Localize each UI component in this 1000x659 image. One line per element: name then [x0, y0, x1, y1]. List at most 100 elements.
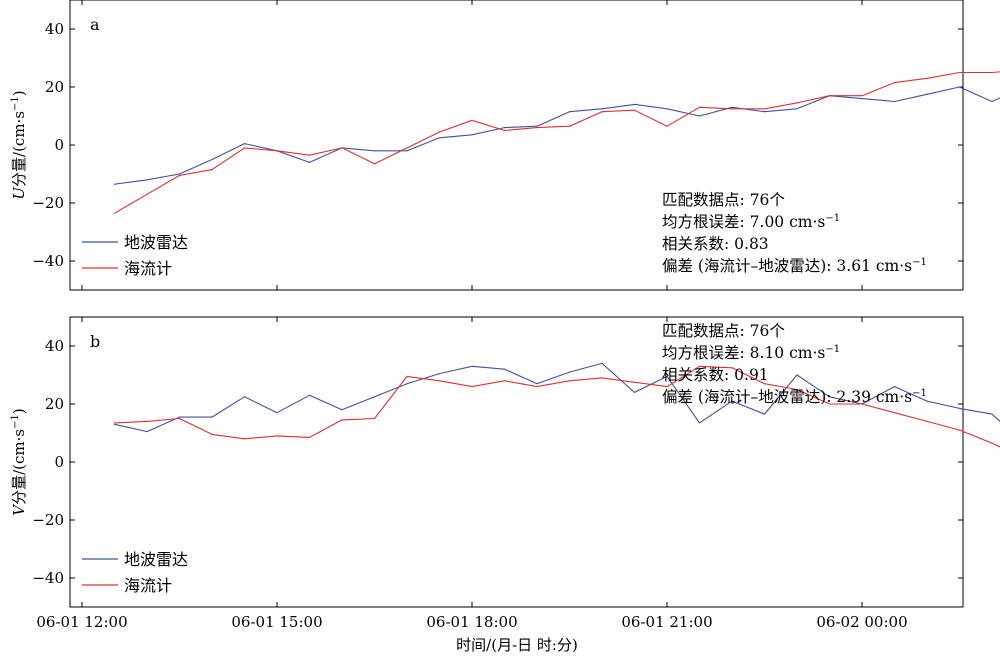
data-point-0 — [308, 161, 311, 163]
y-axis-label-close: ) — [10, 408, 28, 414]
data-point-0 — [536, 125, 538, 127]
data-point-0 — [406, 150, 408, 152]
data-point-1 — [568, 125, 571, 127]
data-point-0 — [893, 386, 896, 388]
data-point-0 — [796, 374, 798, 376]
data-point-1 — [178, 417, 181, 420]
data-point-0 — [503, 127, 506, 129]
data-point-1 — [536, 127, 538, 129]
data-point-1 — [926, 420, 928, 422]
data-point-1 — [243, 147, 246, 149]
data-point-0 — [146, 179, 148, 181]
data-point-0 — [731, 400, 733, 402]
data-point-0 — [471, 134, 473, 136]
data-point-1 — [536, 386, 538, 388]
y-axis-label: V分量/(cm·s−1) — [10, 408, 28, 515]
data-point-1 — [698, 365, 701, 367]
data-point-1 — [991, 71, 993, 74]
data-point-0 — [243, 396, 246, 398]
stats-text: 偏差 (海流计–地波雷达): 2.39 cm·s — [662, 388, 912, 406]
stats-text: 均方根误差: 7.00 cm·s — [662, 213, 825, 231]
data-point-0 — [113, 423, 116, 425]
data-point-0 — [763, 413, 766, 415]
data-point-1 — [991, 442, 993, 444]
stats-line-1: 均方根误差: 7.00 cm·s−1 — [662, 213, 840, 231]
stats-exp: −1 — [825, 213, 840, 224]
data-point-1 — [211, 169, 213, 171]
data-point-1 — [666, 125, 668, 127]
data-point-1 — [146, 420, 148, 422]
data-point-0 — [796, 108, 798, 110]
data-point-0 — [633, 391, 636, 393]
series-line-1 — [114, 71, 1000, 214]
panel-label: a — [90, 15, 100, 34]
legend-label-1: 海流计 — [124, 259, 172, 278]
data-point-0 — [926, 93, 928, 95]
data-point-1 — [438, 131, 441, 133]
data-point-1 — [471, 119, 473, 121]
data-point-1 — [796, 102, 798, 104]
data-point-0 — [666, 108, 668, 110]
data-point-0 — [503, 368, 506, 370]
data-point-0 — [211, 158, 213, 161]
y-tick-label: −20 — [32, 511, 64, 529]
data-point-0 — [438, 137, 441, 139]
data-point-0 — [633, 103, 636, 105]
data-point-1 — [503, 380, 506, 382]
data-point-1 — [276, 435, 278, 437]
data-point-0 — [178, 173, 181, 175]
data-point-1 — [568, 380, 571, 382]
data-point-0 — [113, 183, 116, 185]
data-point-0 — [211, 416, 213, 418]
data-point-0 — [406, 383, 408, 385]
y-axis-label-var: U — [10, 186, 28, 200]
data-point-0 — [568, 111, 571, 113]
data-point-0 — [341, 409, 343, 411]
data-point-1 — [503, 129, 506, 132]
data-point-0 — [601, 108, 603, 110]
data-point-1 — [828, 403, 831, 405]
series-line-0 — [114, 86, 1000, 185]
data-point-1 — [471, 386, 473, 388]
y-tick-label: −40 — [32, 252, 64, 270]
data-point-1 — [406, 375, 408, 377]
data-point-0 — [698, 422, 701, 424]
plot-frame — [69, 0, 964, 291]
data-point-0 — [991, 100, 993, 103]
data-point-1 — [861, 403, 863, 405]
series-line-1 — [114, 365, 1000, 448]
stats-line-1: 均方根误差: 8.10 cm·s−1 — [662, 344, 840, 362]
y-tick-label: 20 — [45, 78, 64, 96]
data-point-0 — [178, 416, 181, 418]
data-point-0 — [373, 396, 376, 398]
stats-text: 均方根误差: 8.10 cm·s — [662, 344, 825, 362]
data-point-1 — [763, 108, 766, 110]
data-point-1 — [406, 147, 408, 149]
data-point-0 — [568, 371, 571, 373]
stats-exp: −1 — [912, 388, 927, 399]
stats-text: 匹配数据点: 76个 — [662, 322, 785, 340]
data-point-0 — [991, 413, 993, 415]
data-point-1 — [373, 163, 376, 165]
y-tick-label: 0 — [54, 453, 64, 471]
data-point-0 — [731, 106, 733, 108]
stats-line-3: 偏差 (海流计–地波雷达): 3.61 cm·s−1 — [662, 257, 927, 275]
legend-label-0: 地波雷达 — [124, 233, 188, 252]
data-point-1 — [146, 193, 148, 195]
data-point-0 — [763, 111, 766, 113]
stats-text: 匹配数据点: 76个 — [662, 191, 785, 209]
data-point-1 — [698, 106, 701, 108]
data-point-0 — [861, 98, 863, 100]
data-point-0 — [373, 150, 376, 152]
data-point-0 — [958, 407, 961, 409]
data-point-0 — [958, 86, 961, 88]
y-axis-label-exp: −1 — [10, 96, 21, 111]
stats-exp: −1 — [912, 257, 927, 268]
x-tick-label: 06-02 00:00 — [816, 613, 907, 631]
data-point-0 — [698, 115, 701, 117]
data-point-1 — [341, 419, 343, 421]
data-point-1 — [731, 108, 733, 110]
data-point-1 — [731, 367, 733, 369]
